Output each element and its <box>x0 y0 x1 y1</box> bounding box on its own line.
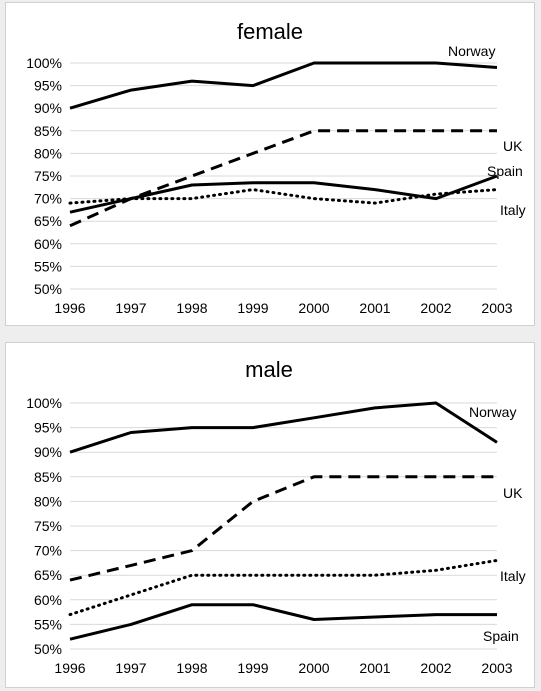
series-label-norway: Norway <box>469 404 516 420</box>
x-tick-label: 2002 <box>420 300 451 316</box>
y-tick-label: 75% <box>34 168 62 184</box>
female-chart-panel: female 50% 55% 60% 65% 70% 75% 80% 85% 90% 95% 100%… <box>5 2 535 326</box>
x-tick-label: 1996 <box>54 660 85 676</box>
y-tick-label: 80% <box>34 145 62 161</box>
y-tick-label: 70% <box>34 191 62 207</box>
y-tick-label: 55% <box>34 258 62 274</box>
male-line-chart: male 50% 55% 60% 65% 70% 75% 80% 85% 90% 95% 100% 19… <box>26 357 526 676</box>
y-tick-label: 75% <box>34 518 62 534</box>
y-tick-label: 90% <box>34 444 62 460</box>
series-line-spain <box>69 174 498 214</box>
series-label-uk: UK <box>503 485 523 501</box>
x-tick-label: 1999 <box>237 660 268 676</box>
x-tick-label: 2001 <box>359 300 390 316</box>
y-tick-label: 70% <box>34 543 62 559</box>
x-tick-label: 1998 <box>176 300 207 316</box>
chart-title: male <box>245 357 293 382</box>
series-line-norway <box>69 61 498 110</box>
y-tick-label: 65% <box>34 567 62 583</box>
x-tick-label: 1996 <box>54 300 85 316</box>
y-tick-label: 50% <box>34 641 62 657</box>
series-line-italy <box>68 188 499 205</box>
female-line-chart: female 50% 55% 60% 65% 70% 75% 80% 85% 90% 95% 100%… <box>26 19 526 316</box>
series-line-italy <box>68 558 499 617</box>
series-label-spain: Spain <box>487 163 523 179</box>
y-tick-label: 90% <box>34 100 62 116</box>
x-tick-label: 2003 <box>481 300 512 316</box>
x-tick-label: 2003 <box>481 660 512 676</box>
chart-title: female <box>237 19 303 44</box>
y-tick-label: 65% <box>34 213 62 229</box>
y-tick-label: 50% <box>34 281 62 297</box>
series-line-spain <box>69 603 497 641</box>
x-tick-label: 2000 <box>298 300 329 316</box>
series-label-italy: Italy <box>500 568 526 584</box>
series-label-uk: UK <box>503 138 523 154</box>
x-tick-label: 2000 <box>298 660 329 676</box>
x-tick-label: 1999 <box>237 300 268 316</box>
series-label-italy: Italy <box>500 202 526 218</box>
series-line-norway <box>69 401 498 454</box>
male-chart-panel: male 50% 55% 60% 65% 70% 75% 80% 85% 90% 95% 100% 19… <box>5 342 535 688</box>
series-line-uk <box>69 475 497 582</box>
y-tick-label: 95% <box>34 78 62 94</box>
x-tick-label: 1997 <box>115 300 146 316</box>
y-tick-label: 100% <box>26 55 62 71</box>
y-tick-label: 85% <box>34 123 62 139</box>
series-line-uk <box>69 129 497 228</box>
series-label-norway: Norway <box>448 43 495 59</box>
y-tick-label: 60% <box>34 592 62 608</box>
y-tick-label: 55% <box>34 616 62 632</box>
x-tick-label: 1998 <box>176 660 207 676</box>
series-label-spain: Spain <box>483 628 519 644</box>
y-tick-label: 100% <box>26 395 62 411</box>
y-tick-label: 85% <box>34 469 62 485</box>
x-tick-label: 2001 <box>359 660 390 676</box>
y-tick-label: 80% <box>34 493 62 509</box>
x-tick-label: 2002 <box>420 660 451 676</box>
y-tick-label: 60% <box>34 236 62 252</box>
x-tick-label: 1997 <box>115 660 146 676</box>
y-tick-label: 95% <box>34 420 62 436</box>
